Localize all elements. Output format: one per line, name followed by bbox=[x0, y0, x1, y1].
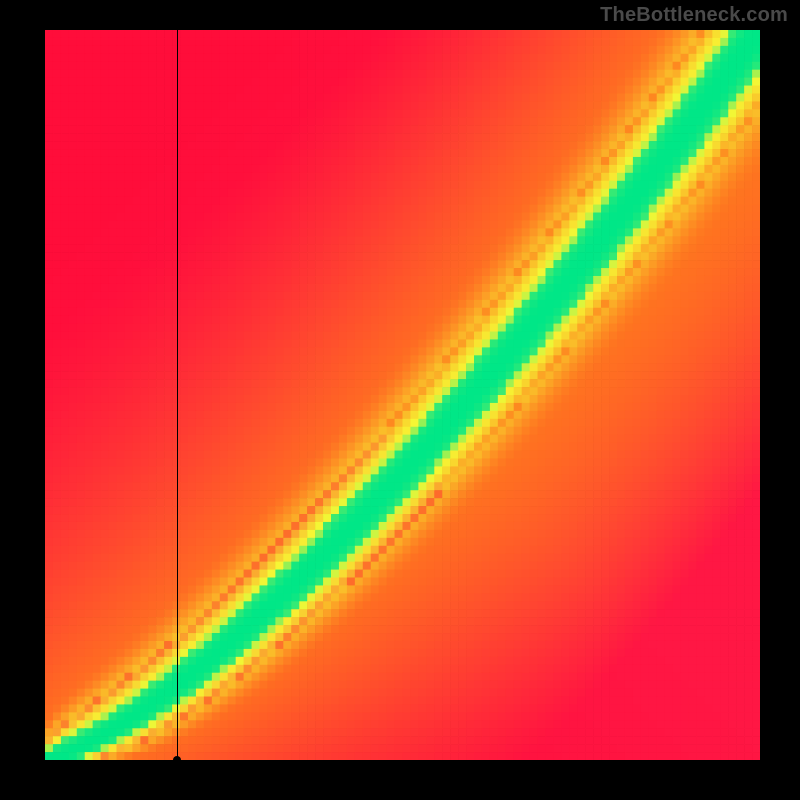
heatmap-plot-area bbox=[45, 30, 760, 760]
crosshair-horizontal bbox=[45, 760, 760, 761]
crosshair-marker bbox=[173, 756, 181, 764]
crosshair-vertical bbox=[177, 30, 178, 760]
watermark-text: TheBottleneck.com bbox=[600, 4, 788, 27]
heatmap-canvas bbox=[45, 30, 760, 760]
